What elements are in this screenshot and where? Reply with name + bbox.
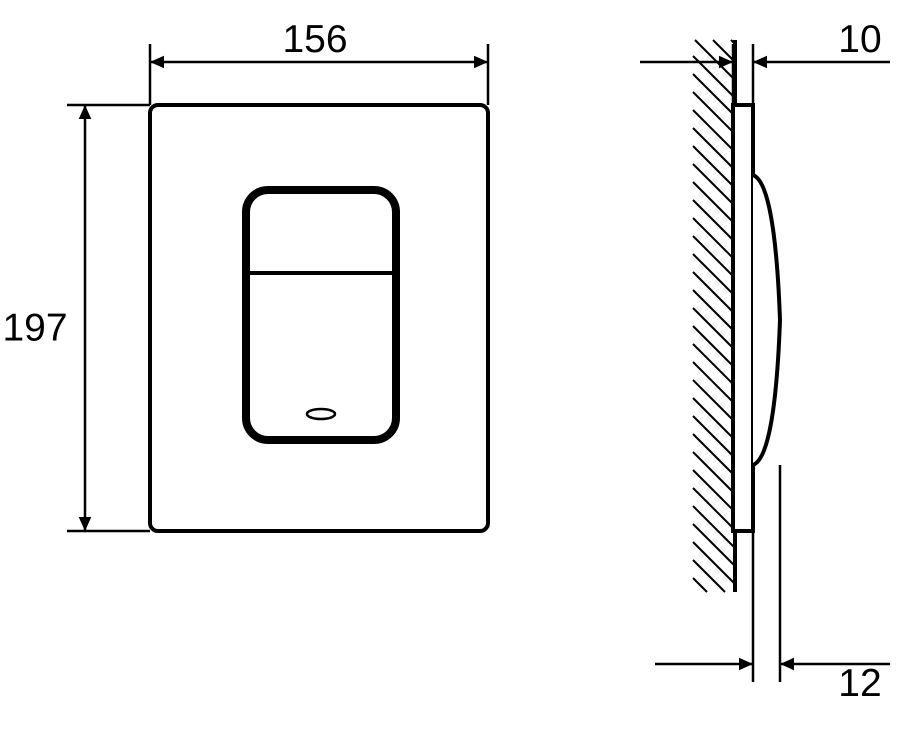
diagram-canvas: 156 197 10 12 — [0, 0, 911, 747]
side-button-wedge — [753, 175, 780, 465]
side-thin-plate — [733, 105, 753, 531]
dim-width-label: 156 — [282, 18, 347, 61]
dim-height-label: 197 — [2, 306, 67, 349]
dim-thin-label: 10 — [838, 18, 881, 61]
side-wall-hatch — [693, 40, 735, 592]
dim-wedge-label: 12 — [838, 662, 881, 705]
side-view — [693, 40, 780, 592]
front-view — [150, 105, 488, 531]
front-button-outline — [246, 190, 396, 440]
dimension-drawing-svg: 156 197 10 12 — [0, 0, 911, 747]
front-plate-outline — [150, 105, 488, 531]
front-logo — [307, 409, 335, 419]
